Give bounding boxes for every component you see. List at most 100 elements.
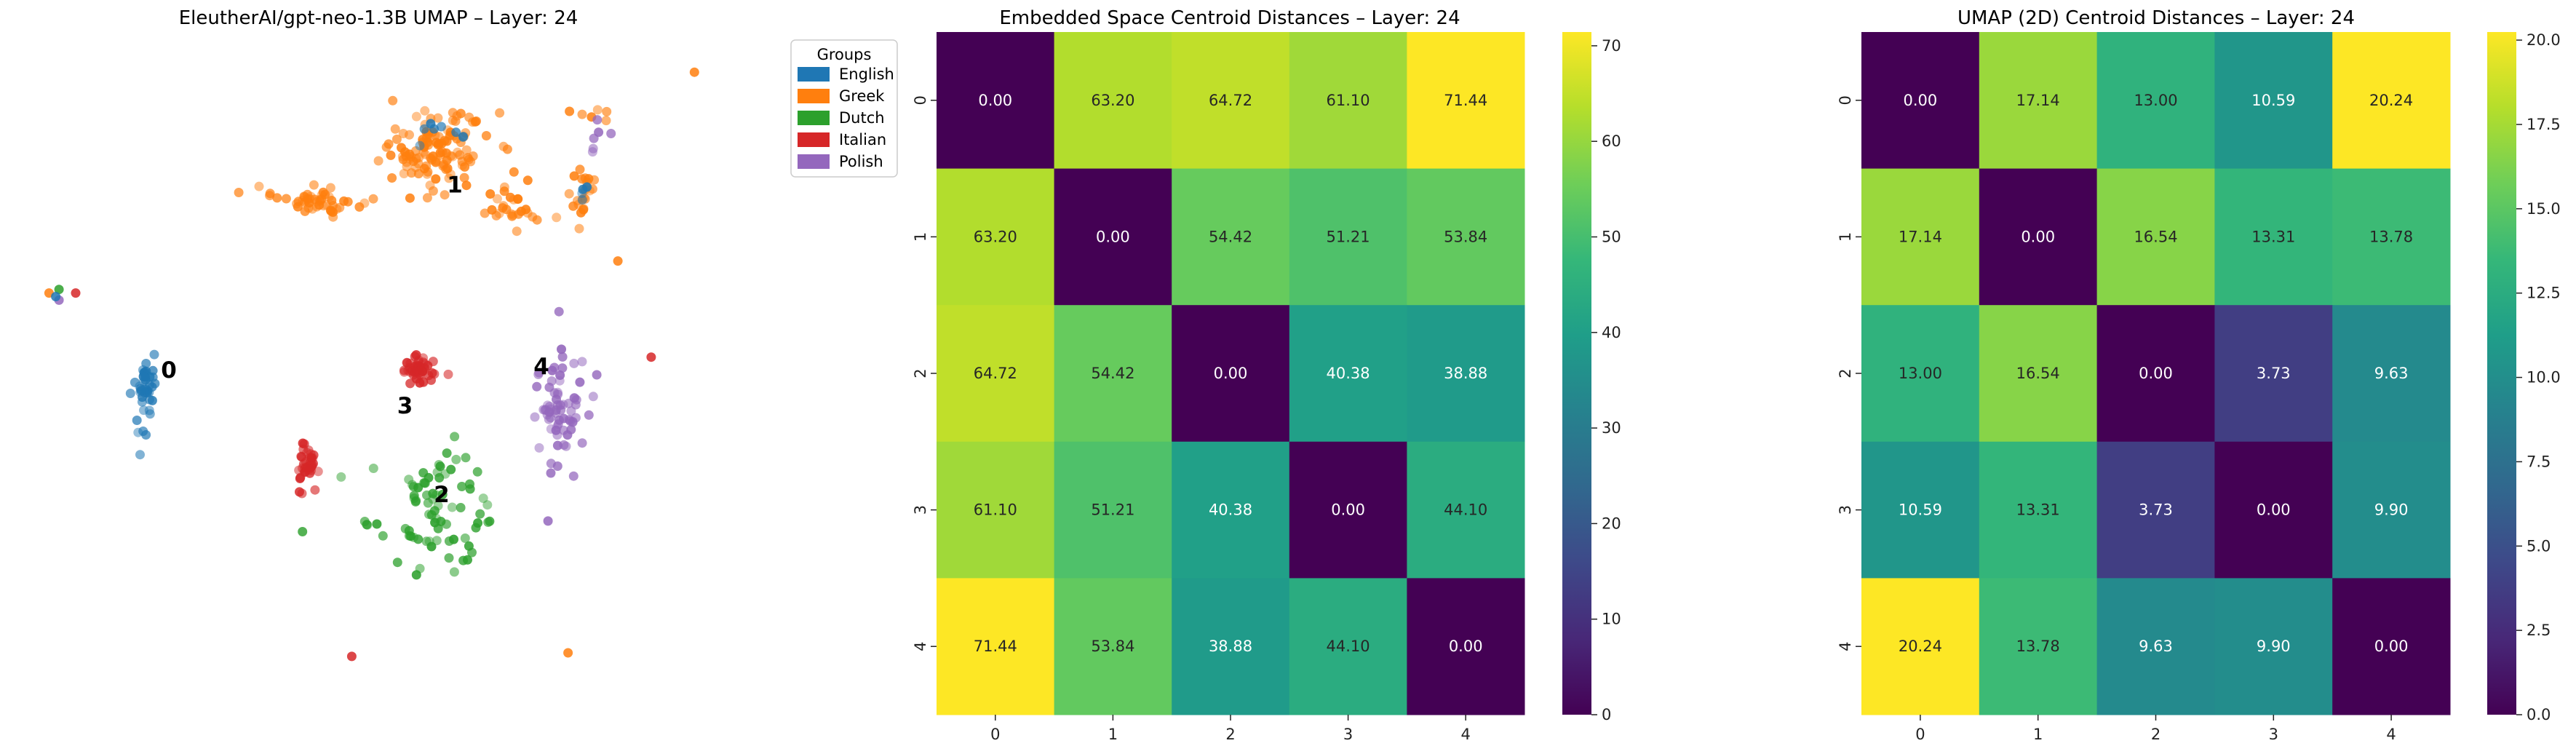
heatmap-cell	[1172, 32, 1290, 170]
scatter-point	[475, 509, 485, 519]
scatter-point	[432, 467, 442, 477]
y-tick-label: 0	[912, 95, 929, 105]
scatter-point	[646, 352, 656, 362]
scatter-point	[459, 172, 469, 183]
heatmap-cell	[1407, 441, 1525, 579]
heatmap-cell	[2332, 578, 2451, 715]
y-tick-label: 3	[1837, 505, 1854, 515]
heatmap-cell	[1172, 305, 1290, 443]
centroid-label: 4	[533, 354, 549, 380]
scatter-point	[555, 370, 565, 380]
scatter-point	[426, 375, 436, 385]
scatter-point	[592, 370, 602, 380]
heatmap-cell	[2332, 32, 2451, 170]
heatmap-cell	[937, 441, 1055, 579]
scatter-point	[234, 188, 244, 197]
y-tick-label: 1	[912, 232, 929, 242]
centroid-label: 0	[161, 357, 177, 384]
scatter-point	[368, 194, 378, 204]
scatter-point	[564, 415, 574, 425]
scatter-point	[325, 183, 335, 193]
scatter-point	[574, 223, 584, 234]
scatter-point	[422, 490, 432, 500]
scatter-point	[513, 194, 523, 204]
heatmap-cell-label: 40.38	[1209, 501, 1252, 519]
scatter-point	[420, 359, 430, 369]
heatmap-cell-label: 3.73	[2139, 501, 2173, 519]
scatter-point	[481, 131, 491, 140]
scatter-point	[433, 501, 443, 511]
heatmap-cell-label: 0.00	[1214, 365, 1248, 382]
scatter-point	[427, 368, 437, 378]
scatter-point	[534, 443, 544, 453]
heatmap-cell-label: 9.90	[2374, 501, 2409, 519]
scatter-point	[404, 525, 414, 536]
scatter-point	[444, 553, 454, 563]
scatter-point	[522, 208, 533, 218]
heatmap-cell-label: 61.10	[1327, 92, 1370, 109]
scatter-point	[557, 352, 568, 362]
scatter-point	[546, 459, 556, 469]
scatter-point	[426, 541, 437, 552]
heatmap-cell-label: 61.10	[974, 501, 1017, 519]
y-tick-label: 4	[912, 642, 929, 651]
heatmap-cell-label: 0.00	[2021, 228, 2055, 245]
heatmap-cell	[1979, 168, 2098, 306]
legend-swatch	[798, 111, 830, 125]
scatter-point	[415, 140, 425, 151]
heatmap-cell-label: 9.63	[2139, 638, 2173, 655]
scatter-point	[569, 358, 579, 368]
heatmap-cell-label: 13.00	[1899, 365, 1942, 382]
scatter-point	[494, 208, 504, 218]
scatter-point	[543, 516, 553, 526]
scatter-point	[568, 471, 579, 481]
scatter-point	[547, 365, 557, 376]
colorbar-tick-label: 30	[1602, 419, 1621, 437]
scatter-point	[137, 397, 147, 407]
y-tick-label: 2	[1837, 368, 1854, 378]
centroid-label: 1	[447, 172, 463, 198]
scatter-point	[368, 464, 378, 473]
scatter-point	[388, 95, 398, 106]
scatter-point	[570, 393, 580, 403]
heatmap2-cells: 0.00 17.14 13.00 10.59 20.24 17.14 0.00 16.54 13…	[1861, 32, 2451, 715]
scatter-point	[373, 156, 383, 166]
scatter-point	[461, 453, 471, 463]
scatter-point	[398, 129, 408, 138]
legend-swatch	[798, 67, 830, 82]
heatmap-cell-label: 13.78	[2016, 638, 2060, 655]
scatter-point	[457, 482, 467, 491]
heatmap-cell	[1407, 32, 1525, 170]
scatter-point	[362, 520, 373, 530]
scatter-point	[565, 106, 575, 116]
scatter-point	[576, 207, 586, 218]
scatter-point	[428, 151, 438, 162]
scatter-point	[397, 143, 406, 153]
scatter-point	[444, 173, 454, 183]
heatmap1-ticks: 0 1 2 3 4 0 1 2 3 4	[912, 95, 1471, 743]
scatter-point	[437, 122, 446, 132]
scatter-point	[449, 534, 458, 544]
scatter-point	[563, 398, 573, 408]
heatmap-cell	[1407, 305, 1525, 443]
legend-label: Italian	[839, 131, 886, 148]
scatter-point	[553, 387, 562, 397]
x-tick-label: 0	[990, 726, 1000, 743]
heatmap-cell-label: 16.54	[2134, 228, 2177, 245]
heatmap-cell	[1289, 578, 1407, 715]
scatter-point	[463, 153, 473, 163]
scatter-point	[549, 388, 560, 398]
scatter-point	[346, 651, 357, 662]
scatter-point	[564, 188, 574, 199]
heatmap-cell	[1289, 441, 1407, 579]
scatter-point	[566, 406, 576, 416]
y-tick-label: 2	[912, 368, 929, 378]
heatmap-cell-label: 64.72	[1209, 92, 1252, 109]
scatter-point	[505, 192, 515, 202]
heatmap-cell-label: 0.00	[2139, 365, 2173, 382]
scatter-point	[148, 372, 158, 382]
heatmap-cell	[1054, 578, 1172, 715]
embedded-distance-heatmap-panel: Embedded Space Centroid Distances – Laye…	[912, 7, 1621, 743]
scatter-point	[430, 517, 440, 528]
scatter-point	[433, 140, 443, 150]
